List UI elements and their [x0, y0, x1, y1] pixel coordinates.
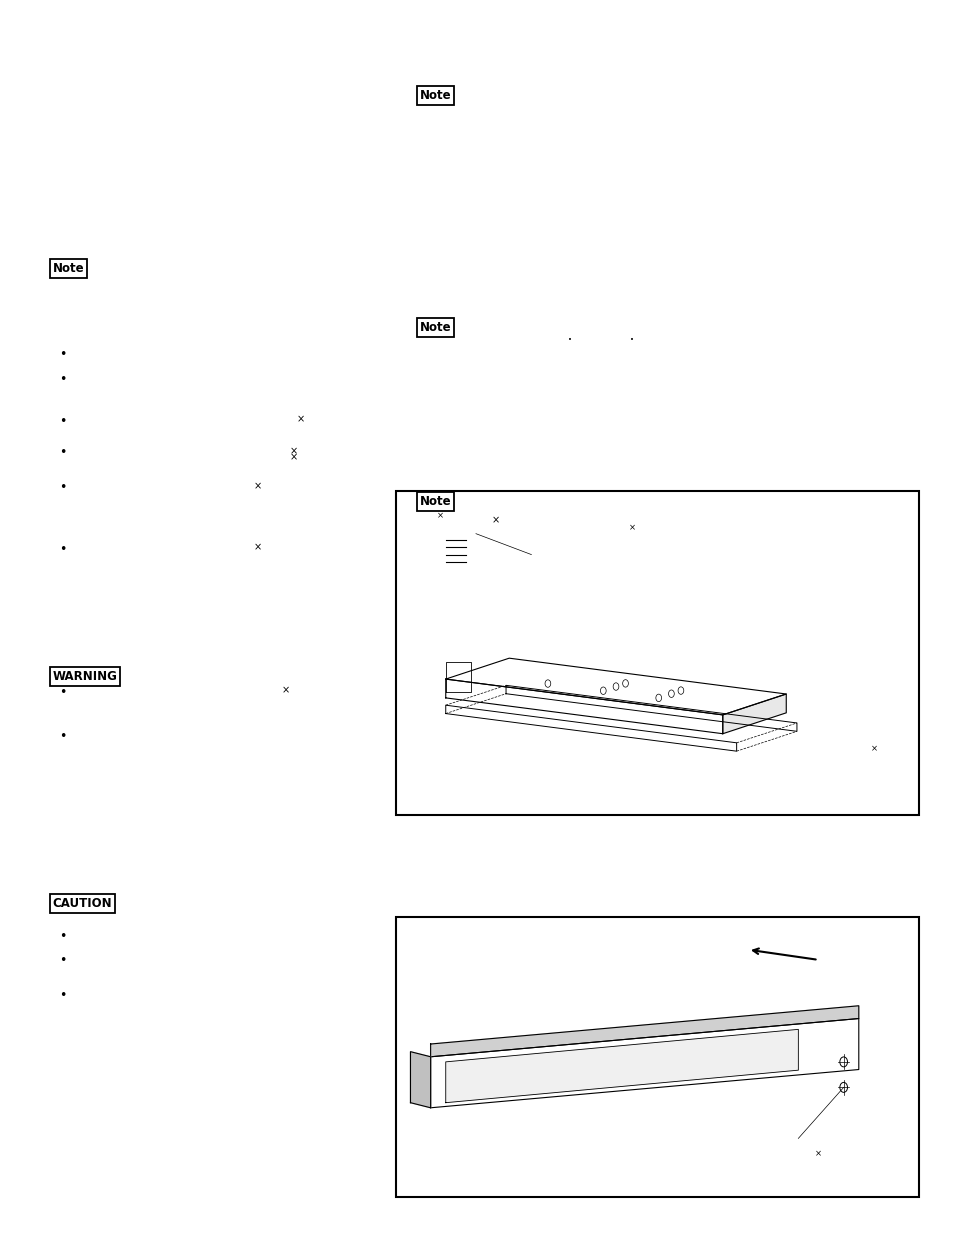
- Text: Note: Note: [419, 495, 451, 508]
- Text: ×: ×: [814, 1149, 821, 1158]
- Polygon shape: [722, 694, 785, 734]
- Text: ×: ×: [290, 453, 297, 463]
- Polygon shape: [430, 1019, 858, 1108]
- Text: Note: Note: [419, 90, 451, 102]
- Text: •: •: [568, 337, 572, 342]
- Text: ×: ×: [492, 515, 499, 525]
- Text: •: •: [59, 544, 67, 556]
- Text: ×: ×: [628, 524, 635, 532]
- Text: •: •: [59, 730, 67, 743]
- Text: •: •: [59, 954, 67, 967]
- Text: •: •: [59, 931, 67, 943]
- Text: •: •: [59, 415, 67, 428]
- Text: •: •: [59, 687, 67, 699]
- Polygon shape: [445, 658, 785, 715]
- Text: ×: ×: [869, 744, 877, 753]
- Text: WARNING: WARNING: [52, 671, 117, 683]
- Polygon shape: [430, 1005, 858, 1056]
- Text: •: •: [59, 481, 67, 494]
- Text: Note: Note: [419, 321, 451, 333]
- Bar: [395, 491, 918, 815]
- Text: •: •: [629, 337, 633, 342]
- Text: CAUTION: CAUTION: [52, 897, 112, 909]
- Text: ×: ×: [253, 481, 261, 491]
- Text: ×: ×: [436, 511, 444, 520]
- Polygon shape: [410, 1051, 430, 1108]
- Polygon shape: [445, 679, 722, 734]
- Text: •: •: [59, 989, 67, 1001]
- Text: •: •: [59, 447, 67, 459]
- Polygon shape: [445, 1029, 798, 1102]
- Text: ×: ×: [290, 447, 297, 457]
- Text: ×: ×: [282, 685, 290, 695]
- Text: •: •: [59, 348, 67, 361]
- Text: ×: ×: [253, 542, 261, 552]
- Text: •: •: [59, 373, 67, 386]
- Text: Note: Note: [52, 262, 84, 275]
- Text: ×: ×: [296, 414, 304, 424]
- Bar: [395, 917, 918, 1197]
